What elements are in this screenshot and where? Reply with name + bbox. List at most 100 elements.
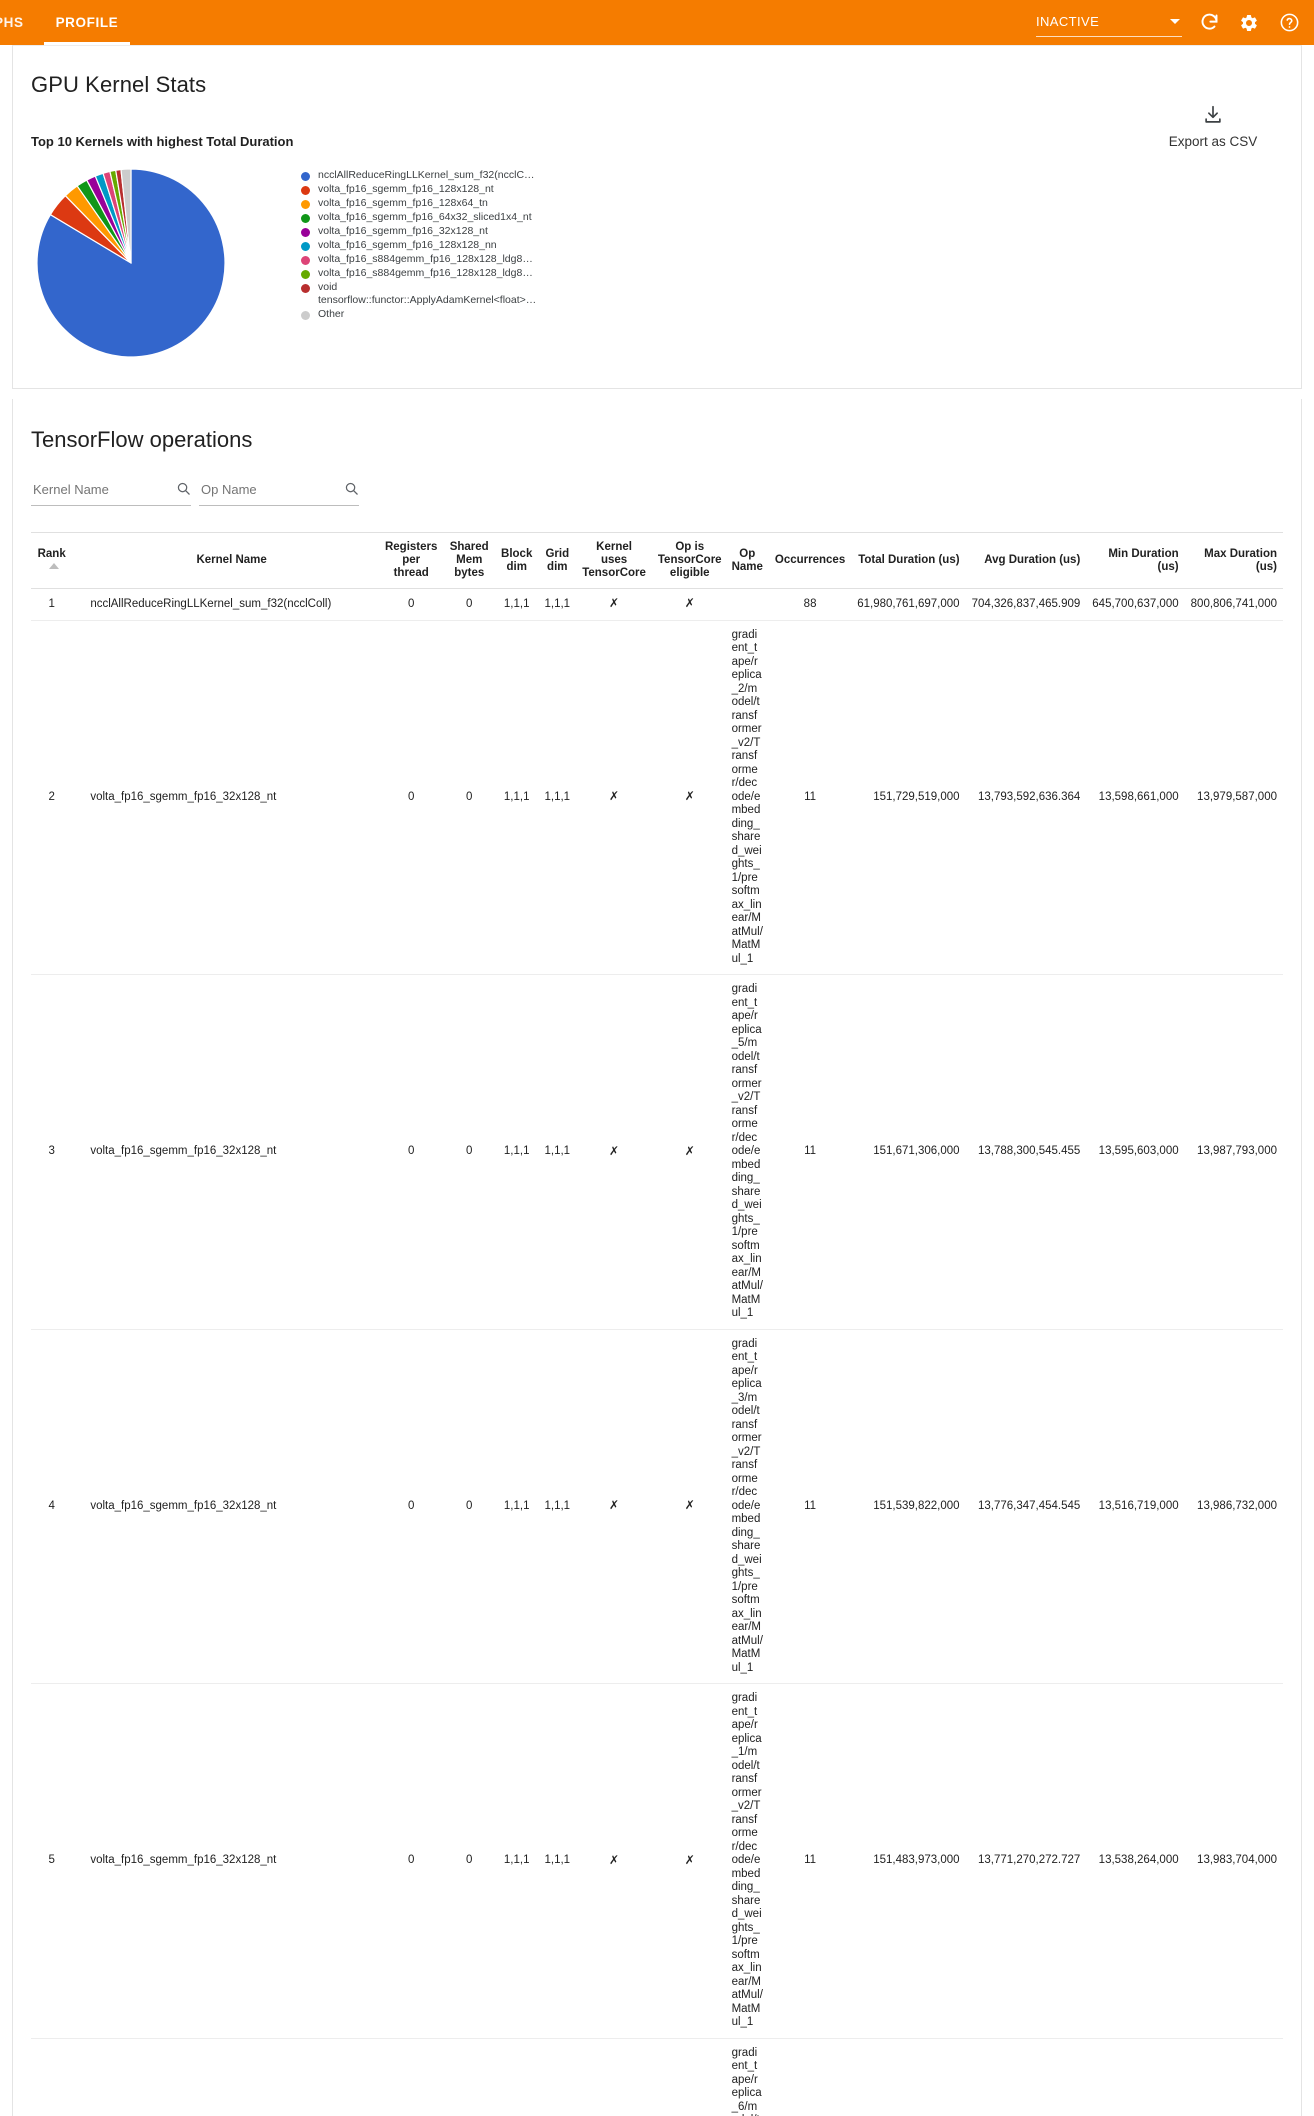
chevron-down-icon bbox=[1170, 19, 1180, 24]
cell-rank: 3 bbox=[31, 975, 72, 1330]
legend-label: volta_fp16_sgemm_fp16_128x128_nn bbox=[318, 239, 497, 252]
refresh-icon[interactable] bbox=[1196, 10, 1222, 36]
cell-registers: 0 bbox=[379, 1684, 443, 2039]
col-kernel-uses-tensorcore[interactable]: Kernel uses TensorCore bbox=[576, 533, 652, 589]
cell-max-duration: 13,979,587,000 bbox=[1185, 620, 1283, 975]
help-icon[interactable] bbox=[1276, 10, 1302, 36]
cell-uses-tensorcore: ✗ bbox=[576, 975, 652, 1330]
cell-min-duration: 645,700,637,000 bbox=[1086, 589, 1184, 621]
legend-color-swatch bbox=[301, 172, 310, 181]
cell-occurrences: 11 bbox=[769, 975, 851, 1330]
legend-item[interactable]: volta_fp16_sgemm_fp16_64x32_sliced1x4_nt bbox=[301, 211, 528, 224]
export-as-csv-button[interactable]: Export as CSV bbox=[1153, 104, 1273, 149]
col-shared-mem-bytes[interactable]: Shared Mem bytes bbox=[443, 533, 495, 589]
cell-tensorcore-eligible: ✗ bbox=[652, 975, 728, 1330]
legend-item[interactable]: volta_fp16_sgemm_fp16_128x64_tn bbox=[301, 197, 528, 210]
legend-item[interactable]: ncclAllReduceRingLLKernel_sum_f32(ncclC… bbox=[301, 169, 528, 182]
tab-profile[interactable]: PROFILE bbox=[40, 0, 135, 45]
legend-item[interactable]: volta_fp16_s884gemm_fp16_128x128_ldg8… bbox=[301, 267, 528, 280]
cell-min-duration: 13,540,281,000 bbox=[1086, 2038, 1184, 2116]
col-min-duration[interactable]: Min Duration (us) bbox=[1086, 533, 1184, 589]
cell-uses-tensorcore: ✗ bbox=[576, 2038, 652, 2116]
legend-label: volta_fp16_s884gemm_fp16_128x128_ldg8… bbox=[318, 267, 528, 280]
cell-op-name: gradient_tape/replica_5/model/transforme… bbox=[728, 975, 769, 1330]
col-total-duration[interactable]: Total Duration (us) bbox=[851, 533, 965, 589]
cell-shared-mem: 0 bbox=[443, 589, 495, 621]
tab-graphs[interactable]: PHS bbox=[0, 0, 40, 45]
cell-total-duration: 151,671,306,000 bbox=[851, 975, 965, 1330]
kernel-name-search[interactable] bbox=[31, 481, 191, 506]
op-name-input[interactable] bbox=[199, 481, 337, 498]
legend-item[interactable]: volta_fp16_sgemm_fp16_128x128_nt bbox=[301, 183, 528, 196]
legend-color-swatch bbox=[301, 256, 310, 265]
cell-min-duration: 13,538,264,000 bbox=[1086, 1684, 1184, 2039]
legend-item[interactable]: volta_fp16_s884gemm_fp16_128x128_ldg8… bbox=[301, 253, 528, 266]
legend-color-swatch bbox=[301, 242, 310, 251]
cell-op-name: gradient_tape/replica_2/model/transforme… bbox=[728, 620, 769, 975]
gear-icon[interactable] bbox=[1236, 10, 1262, 36]
run-state-select[interactable]: INACTIVE bbox=[1036, 13, 1182, 37]
col-op-name[interactable]: Op Name bbox=[728, 533, 769, 589]
op-name-text: gradient_tape/replica_1/model/transforme… bbox=[732, 1692, 763, 2028]
cell-op-name: gradient_tape/replica_3/model/transforme… bbox=[728, 1329, 769, 1684]
kernel-name-input[interactable] bbox=[31, 481, 169, 498]
chart-caption: Top 10 Kernels with highest Total Durati… bbox=[31, 134, 1283, 149]
col-kernel-name[interactable]: Kernel Name bbox=[72, 533, 379, 589]
legend-item[interactable]: Other bbox=[301, 308, 528, 321]
legend-item[interactable]: volta_fp16_sgemm_fp16_32x128_nt bbox=[301, 225, 528, 238]
cell-occurrences: 88 bbox=[769, 589, 851, 621]
cell-rank: 1 bbox=[31, 589, 72, 621]
cell-total-duration: 151,483,973,000 bbox=[851, 1684, 965, 2039]
legend-color-swatch bbox=[301, 200, 310, 209]
op-name-text: gradient_tape/replica_5/model/transforme… bbox=[732, 983, 763, 1319]
pie-svg[interactable] bbox=[31, 163, 231, 363]
pie-legend: ncclAllReduceRingLLKernel_sum_f32(ncclC…… bbox=[301, 169, 528, 322]
op-name-search[interactable] bbox=[199, 481, 359, 506]
cell-uses-tensorcore: ✗ bbox=[576, 1684, 652, 2039]
cross-mark-icon: ✗ bbox=[609, 1144, 619, 1158]
legend-item[interactable]: volta_fp16_sgemm_fp16_128x128_nn bbox=[301, 239, 528, 252]
cross-mark-icon: ✗ bbox=[609, 1853, 619, 1867]
ops-table-head: Rank Kernel Name Registers per thread Sh… bbox=[31, 533, 1283, 589]
export-as-csv-label: Export as CSV bbox=[1153, 134, 1273, 149]
col-rank[interactable]: Rank bbox=[31, 533, 72, 589]
legend-color-swatch bbox=[301, 270, 310, 279]
col-occurrences[interactable]: Occurrences bbox=[769, 533, 851, 589]
cell-min-duration: 13,516,719,000 bbox=[1086, 1329, 1184, 1684]
cell-rank: 6 bbox=[31, 2038, 72, 2116]
cell-block-dim: 1,1,1 bbox=[495, 1329, 538, 1684]
cell-kernel-name: volta_fp16_sgemm_fp16_32x128_nt bbox=[72, 2038, 379, 2116]
cell-total-duration: 61,980,761,697,000 bbox=[851, 589, 965, 621]
ops-table-header-row: Rank Kernel Name Registers per thread Sh… bbox=[31, 533, 1283, 589]
table-row[interactable]: 6volta_fp16_sgemm_fp16_32x128_nt001,1,11… bbox=[31, 2038, 1283, 2116]
cell-tensorcore-eligible: ✗ bbox=[652, 589, 728, 621]
cell-uses-tensorcore: ✗ bbox=[576, 1329, 652, 1684]
col-op-is-tensorcore-eligible[interactable]: Op is TensorCore eligible bbox=[652, 533, 728, 589]
cell-block-dim: 1,1,1 bbox=[495, 975, 538, 1330]
col-max-duration[interactable]: Max Duration (us) bbox=[1185, 533, 1283, 589]
cell-rank: 4 bbox=[31, 1329, 72, 1684]
cell-op-name bbox=[728, 589, 769, 621]
legend-item[interactable]: void tensorflow::functor::ApplyAdamKerne… bbox=[301, 281, 528, 307]
col-grid-dim[interactable]: Grid dim bbox=[538, 533, 576, 589]
cell-grid-dim: 1,1,1 bbox=[538, 589, 576, 621]
cross-mark-icon: ✗ bbox=[609, 789, 619, 803]
cell-occurrences: 11 bbox=[769, 1684, 851, 2039]
col-avg-duration[interactable]: Avg Duration (us) bbox=[966, 533, 1087, 589]
col-registers-per-thread[interactable]: Registers per thread bbox=[379, 533, 443, 589]
legend-color-swatch bbox=[301, 214, 310, 223]
col-block-dim[interactable]: Block dim bbox=[495, 533, 538, 589]
cell-avg-duration: 13,776,347,454.545 bbox=[966, 1329, 1087, 1684]
cell-registers: 0 bbox=[379, 620, 443, 975]
cell-kernel-name: volta_fp16_sgemm_fp16_32x128_nt bbox=[72, 1329, 379, 1684]
cross-mark-icon: ✗ bbox=[609, 1498, 619, 1512]
cell-occurrences: 11 bbox=[769, 2038, 851, 2116]
cell-grid-dim: 1,1,1 bbox=[538, 2038, 576, 2116]
cell-block-dim: 1,1,1 bbox=[495, 1684, 538, 2039]
